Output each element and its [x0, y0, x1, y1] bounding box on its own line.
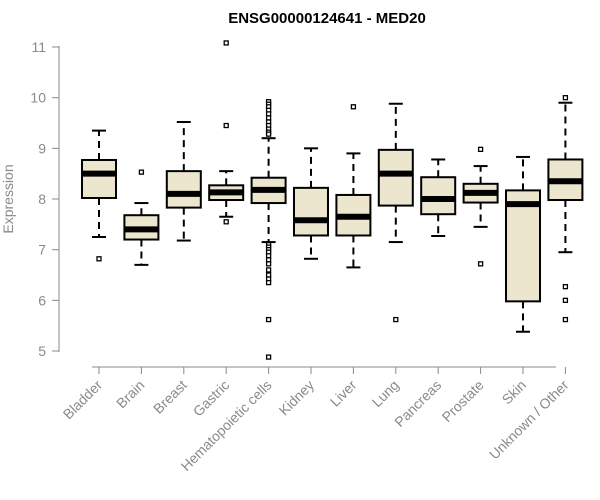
y-axis-title: Expression [0, 164, 16, 233]
box-iqr [165, 170, 202, 209]
y-tick-label: 5 [38, 343, 46, 359]
outlier-point [562, 316, 569, 323]
outlier-point [265, 272, 272, 278]
x-tick-label: Unknown / Other [486, 377, 572, 463]
chart-title: ENSG00000124641 - MED20 [228, 10, 426, 27]
y-tick-label: 11 [31, 39, 46, 55]
x-tick-label: Prostate [439, 377, 487, 425]
outlier-point [477, 261, 484, 267]
outlier-point [265, 279, 272, 286]
box-hematopoietic-cells [250, 99, 287, 360]
outlier-point [562, 95, 569, 101]
box-iqr [293, 186, 329, 237]
box-gastric [208, 40, 245, 225]
outlier-point [265, 131, 272, 137]
outlier-point [265, 354, 272, 360]
box-bladder [81, 129, 117, 262]
y-tick-label: 6 [38, 292, 46, 308]
x-tick-label: Skin [499, 377, 530, 408]
box-kidney [293, 147, 329, 260]
box-brain [123, 169, 160, 266]
outlier-point [223, 219, 229, 225]
outlier-point [265, 115, 272, 121]
box-iqr [81, 158, 117, 199]
outlier-point [265, 316, 272, 323]
x-tick-label: Brain [113, 377, 147, 411]
outlier-point [265, 111, 272, 117]
y-tick-label: 10 [30, 90, 46, 106]
y-axis-ticks: 5 6 7 8 9 10 11 [30, 39, 59, 359]
x-tick-label: Pancreas [391, 377, 444, 430]
box-skin [505, 155, 541, 333]
y-tick-label: 9 [38, 140, 46, 156]
x-tick-label: Lung [369, 377, 402, 410]
box-iqr [420, 176, 457, 216]
outlier-point [265, 257, 272, 263]
outlier-point [96, 256, 102, 262]
box-lung [377, 102, 414, 323]
x-tick-label: Breast [150, 377, 190, 417]
box-prostate [462, 146, 499, 267]
box-liver [335, 104, 372, 269]
x-tick-label: Bladder [60, 377, 106, 423]
box-unknown-other [547, 95, 584, 323]
outlier-point [265, 267, 272, 273]
outlier-point [393, 316, 399, 323]
outlier-point [477, 146, 484, 152]
box-pancreas [420, 158, 457, 237]
outlier-point [350, 104, 357, 110]
boxes-group [81, 40, 584, 360]
outlier-point [138, 169, 145, 175]
outlier-point [265, 261, 272, 267]
box-breast [165, 120, 202, 242]
x-tick-label: Kidney [276, 377, 318, 419]
outlier-point [562, 284, 569, 290]
box-iqr [377, 148, 414, 207]
box-iqr [505, 189, 541, 303]
outlier-point [562, 297, 569, 303]
outlier-point [223, 40, 229, 46]
y-tick-label: 8 [38, 191, 46, 207]
y-tick-label: 7 [38, 242, 46, 258]
outlier-point [223, 122, 229, 129]
outlier-point [265, 253, 272, 259]
x-tick-label: Liver [327, 377, 360, 410]
